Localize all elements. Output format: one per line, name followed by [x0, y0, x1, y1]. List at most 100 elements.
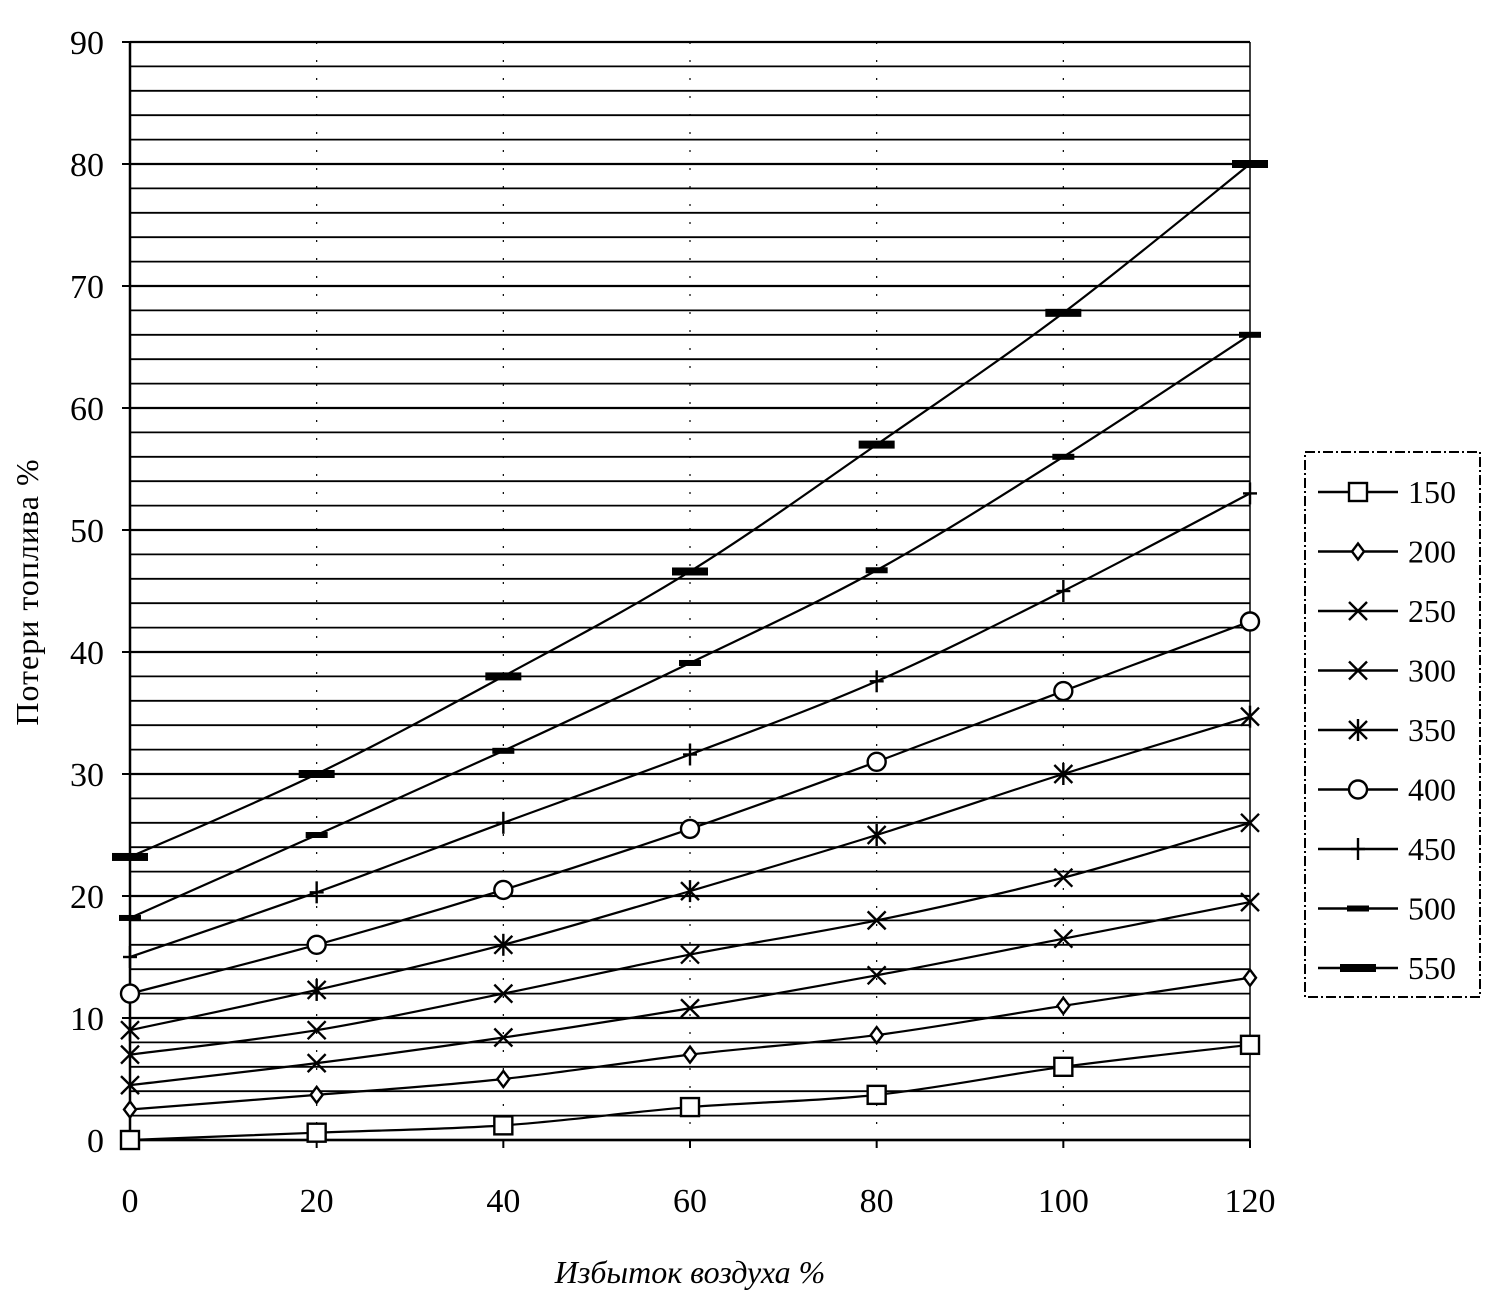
legend-frame	[1304, 451, 1481, 998]
data-point	[869, 1025, 885, 1046]
data-point	[485, 672, 522, 681]
marker-shape	[1239, 331, 1261, 338]
legend-label: 400	[1408, 772, 1456, 808]
series-550	[112, 160, 1268, 861]
marker-shape	[119, 914, 141, 921]
legend-item-500: 500	[1318, 891, 1456, 927]
legend-item-300: 300	[1318, 653, 1456, 689]
data-point	[1056, 580, 1071, 602]
data-point	[1348, 719, 1368, 741]
y-tick-label: 30	[70, 757, 104, 794]
legend-item-400: 400	[1318, 772, 1456, 808]
data-point	[858, 440, 895, 449]
x-tick-label: 100	[1038, 1183, 1089, 1220]
data-point	[309, 881, 324, 904]
data-point	[869, 670, 884, 693]
data-point	[1340, 964, 1376, 972]
marker-shape	[1052, 453, 1075, 460]
data-point	[680, 998, 700, 1019]
data-point	[683, 743, 697, 766]
legend-item-450: 450	[1318, 831, 1456, 867]
axes	[122, 41, 1251, 1148]
y-tick-label: 90	[70, 25, 104, 62]
data-point	[306, 934, 327, 955]
legend-label: 450	[1408, 831, 1456, 867]
marker-shape	[865, 567, 888, 574]
data-point	[1347, 481, 1369, 503]
data-point	[306, 1020, 327, 1041]
legend-label: 550	[1408, 950, 1456, 986]
legend-label: 500	[1408, 891, 1456, 927]
data-point	[120, 1019, 140, 1042]
data-point	[298, 770, 335, 778]
data-point	[120, 1044, 140, 1065]
marker-shape	[492, 747, 515, 754]
data-point	[1055, 995, 1071, 1016]
legend-label: 300	[1408, 653, 1456, 689]
data-point	[119, 1129, 141, 1151]
data-point	[493, 879, 514, 901]
legend-item-250: 250	[1318, 593, 1456, 629]
y-tick-label: 50	[70, 513, 104, 550]
data-point	[866, 751, 887, 772]
marker-shape	[305, 832, 328, 838]
data-point	[865, 567, 888, 574]
x-tick-label: 40	[486, 1183, 520, 1220]
y-tick-label: 80	[70, 147, 104, 184]
data-point	[112, 852, 148, 861]
data-point	[309, 1084, 325, 1105]
y-tick-label: 20	[70, 879, 104, 916]
marker-shape	[858, 440, 895, 449]
data-point	[866, 824, 887, 846]
data-point	[866, 910, 887, 931]
series-450	[123, 482, 1257, 968]
data-point	[1348, 660, 1368, 681]
data-point	[680, 880, 700, 903]
legend-item-350: 350	[1318, 712, 1456, 748]
series-line	[129, 821, 1251, 1056]
data-point	[493, 1027, 514, 1048]
y-axis-title: Потери топлива %	[9, 458, 45, 725]
legend-item-550: 550	[1318, 950, 1456, 986]
legend-label: 200	[1408, 534, 1456, 570]
x-axis-title: Избыток воздуха %	[554, 1254, 826, 1290]
data-point	[1347, 905, 1369, 912]
legend-item-150: 150	[1318, 474, 1456, 510]
data-point	[493, 933, 514, 956]
data-point	[1350, 541, 1366, 562]
data-point	[122, 1099, 138, 1120]
x-tick-label: 20	[300, 1183, 334, 1220]
y-tick-label: 0	[87, 1123, 104, 1160]
marker-shape	[485, 672, 522, 681]
x-tick-label: 60	[673, 1183, 707, 1220]
data-point	[496, 811, 511, 834]
y-tick-label: 60	[70, 391, 104, 428]
data-point	[1053, 867, 1074, 888]
data-point	[1243, 482, 1257, 505]
data-point	[1232, 160, 1268, 168]
data-point	[1240, 705, 1260, 728]
data-point	[1053, 763, 1074, 785]
data-point	[1053, 928, 1074, 949]
data-point	[1242, 967, 1258, 988]
data-point	[1239, 331, 1261, 338]
data-point	[682, 1044, 698, 1065]
data-point	[1053, 680, 1074, 702]
marker-shape	[672, 567, 708, 576]
data-point	[493, 1115, 514, 1136]
x-tick-label: 0	[122, 1183, 139, 1220]
marker-shape	[1045, 308, 1082, 317]
data-point	[1045, 308, 1082, 317]
tick-labels: 0 10 20 30 40 50 60 70 80 90 0 20 40 60 80 100 120	[70, 25, 1276, 1220]
y-tick-label: 70	[70, 269, 104, 306]
data-point	[495, 1069, 511, 1089]
series-line	[129, 620, 1251, 995]
gridlines	[130, 40, 1250, 1142]
marker-shape	[1347, 905, 1369, 912]
legend-label: 150	[1408, 474, 1456, 510]
legend-label: 250	[1408, 593, 1456, 629]
data-point	[306, 1053, 327, 1073]
series-200	[122, 967, 1258, 1120]
series-500	[119, 331, 1261, 921]
